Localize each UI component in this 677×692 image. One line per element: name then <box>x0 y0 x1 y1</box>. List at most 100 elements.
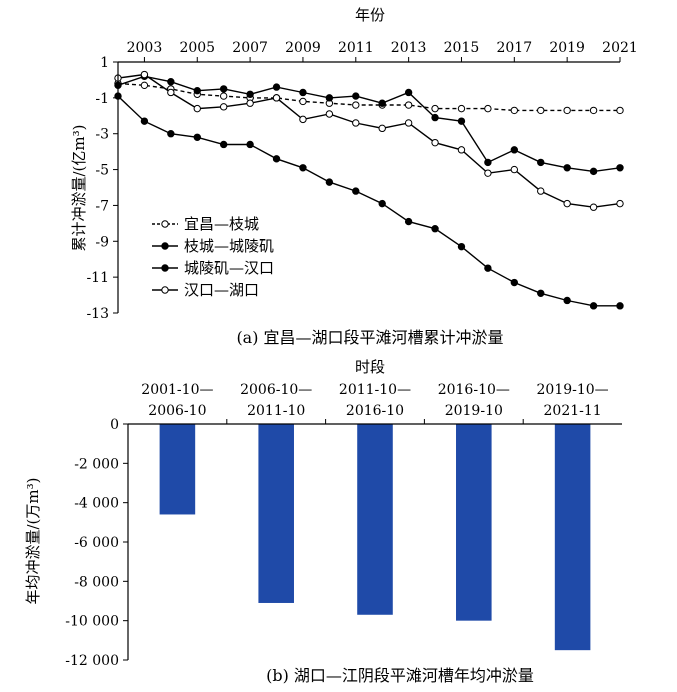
chart-a-point <box>193 133 201 142</box>
chart-a-point <box>140 70 149 79</box>
chart-a-xlabel: 年份 <box>355 6 385 24</box>
chart-a-point <box>404 88 413 97</box>
chart-a-point <box>167 88 175 97</box>
chart-b-bar <box>456 424 492 621</box>
chart-a-point <box>431 104 439 113</box>
chart-a-legend-marker <box>161 220 169 228</box>
chart-a-point <box>589 106 598 115</box>
chart-a-y-tick-label: -7 <box>95 198 109 214</box>
chart-a-point <box>589 302 598 310</box>
chart-a-point <box>616 106 624 115</box>
chart-a-legend-label: 宜昌—枝城 <box>184 215 259 233</box>
chart-a-point <box>299 115 307 124</box>
chart-a-point <box>484 104 492 113</box>
chart-b-y-tick-label: -10 000 <box>65 614 119 630</box>
chart-a-point <box>431 138 439 147</box>
chart-a-x-tick-label: 2015 <box>444 40 480 56</box>
chart-a-point <box>325 110 334 118</box>
chart-b-ylabel: 年均冲淤量/(万m³) <box>24 478 42 605</box>
chart-a-point <box>219 140 228 149</box>
chart-b-y-tick-label: -12 000 <box>65 653 119 669</box>
chart-b-y-tick-label: -4 000 <box>74 496 119 512</box>
chart-a-point <box>537 187 545 195</box>
chart-a-point <box>589 167 598 176</box>
chart-a-x-tick-label: 2013 <box>391 40 427 56</box>
chart-a-y-tick-label: -9 <box>95 234 109 250</box>
chart-a-point <box>219 92 228 100</box>
chart-a-point <box>563 106 571 115</box>
chart-b-bar <box>554 424 591 651</box>
chart-a-point <box>431 225 439 233</box>
chart-a-point <box>457 146 466 154</box>
chart-a-point <box>140 81 149 90</box>
chart-a-point <box>616 199 624 208</box>
chart-a-point <box>193 104 201 113</box>
chart-b-xlabel: 时段 <box>355 358 385 376</box>
chart-a-legend-marker <box>161 286 169 294</box>
chart-a-x-tick-label: 2019 <box>549 40 585 56</box>
chart-b-category-label: 2019-10 <box>445 403 503 419</box>
chart-b-y-tick-label: -2 000 <box>74 456 119 472</box>
chart-a-point <box>563 296 571 305</box>
chart-a-point <box>219 85 228 93</box>
chart-a-point <box>246 90 254 98</box>
chart-a-point <box>537 106 545 115</box>
chart-a-line: 年份 2003 2005 2007 2009 2011 2013 2015 2017 2019 2… <box>70 6 638 347</box>
chart-a-x-ticks: 2003 2005 2007 2009 2011 2013 2015 2017 2019 2021 <box>127 40 638 62</box>
chart-a-point <box>272 155 281 163</box>
chart-a-point <box>352 101 360 109</box>
chart-b-category-label: 2006-10— <box>240 382 312 398</box>
chart-a-point <box>272 94 281 102</box>
chart-a-point <box>167 130 175 138</box>
chart-b-category-label: 2019-10— <box>537 382 609 398</box>
chart-a-point <box>140 117 149 125</box>
chart-a-legend-marker <box>161 264 169 272</box>
chart-a-y-tick-label: -3 <box>95 127 109 143</box>
chart-a-y-tick-label: -13 <box>86 306 109 322</box>
chart-a-point <box>378 99 386 107</box>
chart-a-point <box>484 158 492 167</box>
chart-a-legend-label: 枝城—城陵矶 <box>184 237 274 255</box>
chart-a-caption: (a) 宜昌—湖口段平滩河槽累计冲淤量 <box>236 328 503 347</box>
chart-a-series-line-1 <box>117 95 620 307</box>
chart-a-y-ticks: 1 -1 -3 -5 -7 -9 -11 -13 <box>86 55 118 322</box>
chart-a-point <box>272 83 281 91</box>
chart-b-y-tick-label: -6 000 <box>74 535 119 551</box>
chart-b-bar <box>159 424 196 515</box>
chart-a-series <box>114 70 624 310</box>
chart-a-point <box>457 242 466 251</box>
chart-a-point <box>457 104 466 113</box>
chart-a-series-line-3 <box>117 73 621 208</box>
chart-a-point <box>431 113 439 122</box>
chart-a-x-tick-label: 2021 <box>602 40 638 56</box>
chart-a-point <box>378 124 386 133</box>
chart-a-point <box>484 169 492 177</box>
chart-a-point <box>352 187 360 195</box>
chart-a-ylabel: 累计冲淤量/(亿m³) <box>70 125 88 252</box>
chart-b-category-label: 2006-10 <box>148 403 206 419</box>
chart-a-point <box>563 199 571 208</box>
chart-a-x-tick-label: 2005 <box>179 40 215 56</box>
chart-a-x-tick-label: 2003 <box>127 40 163 56</box>
chart-a-point <box>352 92 360 100</box>
chart-a-point <box>299 164 307 172</box>
chart-a-point <box>246 99 254 107</box>
chart-a-point <box>193 86 201 95</box>
chart-a-y-tick-label: -5 <box>95 163 109 179</box>
chart-a-point <box>616 302 624 310</box>
chart-a-point <box>484 264 492 272</box>
chart-a-point <box>510 106 519 115</box>
chart-b-caption: (b) 湖口—江阴段平滩河槽年均冲淤量 <box>266 666 534 685</box>
chart-b-bar <box>258 424 294 603</box>
chart-b-category-label: 2011-10 <box>247 403 305 419</box>
chart-b-category-labels: 2001-10— 2006-10 2006-10— 2011-10 2011-10— 20… <box>141 382 609 424</box>
chart-b-category-label: 2011-10— <box>339 382 411 398</box>
chart-a-legend-label: 城陵矶—汉口 <box>184 259 274 277</box>
chart-a-series-line-2 <box>117 75 621 173</box>
chart-a-point <box>378 199 386 208</box>
chart-a-point <box>510 165 519 174</box>
chart-a-point <box>404 101 413 109</box>
chart-a-point <box>404 217 413 226</box>
chart-b-category-label: 2021-11 <box>544 403 602 419</box>
chart-a-point <box>246 140 254 149</box>
